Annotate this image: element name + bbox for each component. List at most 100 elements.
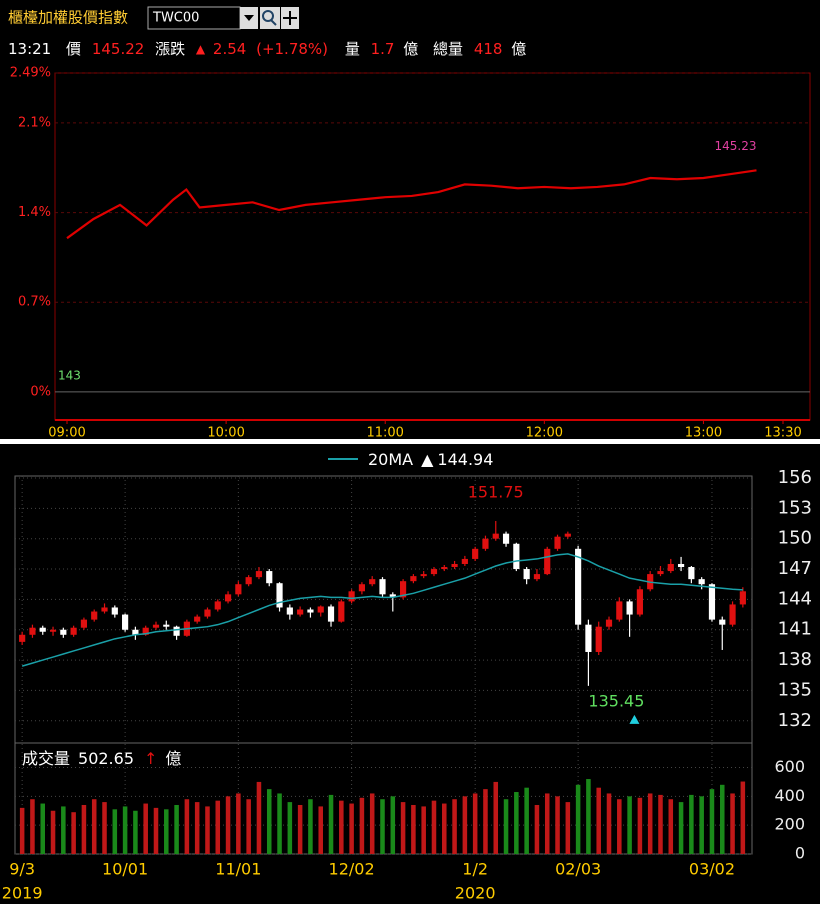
volume-bar	[565, 802, 571, 854]
volume-bar	[699, 796, 704, 854]
candle-body	[276, 583, 283, 608]
candle-body	[91, 611, 98, 620]
volume-unit: 億	[403, 40, 418, 58]
y-tick-label: 600	[774, 757, 805, 776]
volume-bar	[339, 800, 344, 854]
legend: 20MA ▲ 144.94	[368, 450, 493, 469]
separator	[0, 439, 820, 444]
candle-body	[132, 629, 139, 635]
x-tick-label: 11/01	[215, 860, 261, 879]
volume-bar	[606, 793, 612, 854]
price-label: 價	[66, 40, 81, 58]
code-text: TWC00	[152, 11, 199, 26]
candle-body	[523, 569, 530, 580]
x-tick-label: 10/01	[102, 860, 148, 879]
candle-body	[80, 619, 88, 628]
candle-body	[19, 634, 26, 642]
ma-line	[21, 553, 743, 667]
volume-bar	[390, 796, 396, 854]
candle-body	[327, 606, 335, 622]
y-tick-label: 2.49%	[10, 66, 51, 81]
volume-bar	[359, 797, 365, 854]
x-tick-label: 09:00	[48, 426, 85, 441]
y-tick-label: 2.1%	[18, 115, 51, 130]
candle-body	[605, 619, 613, 627]
volume-bar	[112, 809, 118, 854]
candle-body	[461, 558, 468, 564]
candle-body	[255, 571, 263, 578]
search-icon	[262, 10, 274, 22]
change: 2.54	[213, 40, 246, 58]
volume-bar	[81, 804, 87, 854]
x-tick-label: 9/3	[9, 860, 35, 879]
volume-bar	[411, 804, 416, 854]
x-year-label: 2019	[2, 884, 43, 903]
y-tick-label: 200	[774, 815, 805, 834]
candle-body	[410, 576, 417, 582]
candle-body	[358, 584, 365, 592]
candle-body	[585, 624, 592, 652]
candle-body	[60, 629, 67, 635]
candle-body	[29, 627, 36, 635]
volume-bar	[524, 787, 529, 854]
candle-body	[297, 609, 304, 615]
volume-bar	[308, 799, 313, 854]
candle-body	[575, 548, 582, 625]
candle-body	[739, 591, 746, 605]
volume-bar	[236, 793, 241, 854]
candle-body	[657, 571, 664, 575]
volume-bar	[689, 794, 694, 854]
volume-bar	[287, 802, 293, 854]
volume-bar	[19, 807, 25, 854]
x-year-label: 2020	[455, 884, 496, 903]
candle-body	[266, 571, 273, 584]
candle-body	[235, 584, 242, 595]
candle-body	[389, 594, 396, 598]
candle-body	[49, 629, 57, 632]
volume-bar	[678, 802, 684, 854]
x-tick-label: 13:00	[685, 426, 722, 441]
index-title: 櫃檯加權股價指數	[8, 9, 128, 27]
volume-bar	[421, 806, 426, 854]
volume-bar	[318, 806, 323, 854]
y-tick-label: 150	[778, 528, 812, 549]
change-pct: (+1.78%)	[256, 40, 328, 58]
volume-bar	[122, 806, 128, 854]
candle-body	[224, 594, 232, 602]
volume-label: 量	[345, 40, 360, 58]
candle-body	[544, 548, 551, 575]
search-icon-handle	[270, 19, 277, 26]
candle-body	[163, 624, 170, 627]
volume-bar	[328, 794, 334, 854]
volume-bar	[297, 804, 303, 854]
candle-body	[626, 601, 633, 615]
y-tick-label: 400	[774, 786, 805, 805]
volume-bar	[246, 799, 251, 854]
volume-bar	[71, 812, 76, 854]
volume-bar	[277, 793, 282, 854]
y-tick-label: 0	[795, 844, 805, 863]
volume-bar	[617, 799, 622, 854]
volume-bar	[215, 800, 221, 854]
volume-bar	[668, 799, 674, 854]
volume-legend-part: 成交量	[22, 749, 70, 768]
volume-bar	[586, 779, 591, 854]
y-tick-label: 0.7%	[18, 295, 51, 310]
x-tick-label: 03/02	[689, 860, 735, 879]
x-tick-label: 10:00	[207, 426, 244, 441]
total: 418	[474, 40, 503, 58]
volume-legend-part: ↑	[144, 749, 157, 768]
volume-bar	[493, 781, 499, 854]
volume-bar	[102, 802, 107, 854]
candle-body	[204, 609, 211, 617]
volume-bar	[349, 803, 354, 854]
volume-bar	[627, 796, 632, 854]
total-label: 總量	[433, 40, 463, 58]
volume-bar	[194, 802, 200, 854]
volume-bar	[637, 797, 643, 854]
volume-bar	[164, 809, 169, 854]
volume-bar	[431, 800, 437, 854]
candle-body	[39, 627, 46, 632]
